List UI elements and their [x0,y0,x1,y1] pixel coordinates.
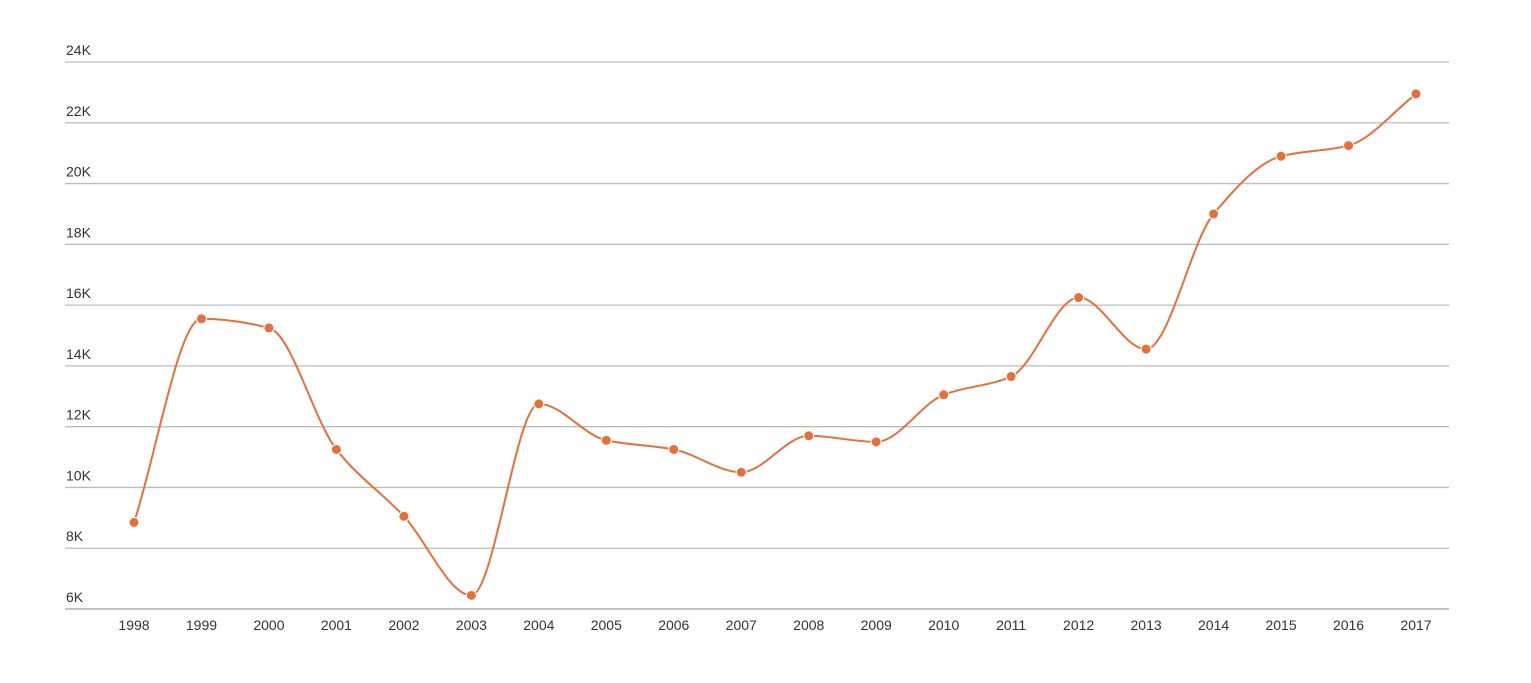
x-tick-label: 2014 [1198,617,1229,633]
data-point-2004[interactable] [533,398,545,410]
y-tick-label: 20K [66,164,92,180]
y-tick-label: 14K [66,346,92,362]
data-point-2017[interactable] [1410,88,1422,100]
data-point-2010[interactable] [938,389,950,401]
y-gridlines [65,61,1449,610]
x-tick-label: 2001 [321,617,352,633]
y-tick-label: 22K [66,103,92,119]
x-tick-label: 2011 [996,617,1026,633]
x-tick-label: 2017 [1400,617,1431,633]
data-point-1998[interactable] [128,516,140,528]
x-tick-label: 2016 [1333,617,1364,633]
data-point-2014[interactable] [1208,208,1220,220]
x-tick-label: 2012 [1063,617,1094,633]
y-tick-label: 8K [66,528,84,544]
data-point-2002[interactable] [398,510,410,522]
data-point-2000[interactable] [263,322,275,334]
y-tick-label: 6K [66,589,84,605]
data-point-2003[interactable] [465,589,477,601]
y-tick-label: 24K [66,42,92,58]
x-tick-label: 2007 [726,617,757,633]
series-line [133,93,1417,597]
x-tick-label: 2015 [1265,617,1296,633]
y-tick-label: 16K [66,285,92,301]
data-point-2007[interactable] [735,466,747,478]
x-tick-label: 2010 [928,617,959,633]
x-tick-label: 2009 [861,617,892,633]
x-tick-label: 2013 [1131,617,1162,633]
data-point-2008[interactable] [803,430,815,442]
y-tick-label: 18K [66,224,92,240]
data-point-2013[interactable] [1140,343,1152,355]
x-tick-label: 2006 [658,617,689,633]
series-line-group [133,93,1417,597]
data-point-2015[interactable] [1275,150,1287,162]
x-tick-label: 2005 [591,617,622,633]
data-point-2009[interactable] [870,436,882,448]
data-point-2006[interactable] [668,443,680,455]
data-point-1999[interactable] [195,313,207,325]
y-axis-tick-labels: 6K 8K 10K 12K 14K 16K 18K 20K 22K 24K [66,42,92,605]
data-point-2012[interactable] [1073,292,1085,304]
x-tick-label: 2000 [253,617,284,633]
data-point-2016[interactable] [1343,140,1355,152]
x-tick-label: 1999 [186,617,217,633]
x-axis-tick-labels: 1998 1999 2000 2001 2002 2003 2004 2005 2006 2007… [118,617,1431,633]
x-tick-label: 2008 [793,617,824,633]
data-point-2005[interactable] [600,434,612,446]
data-point-2001[interactable] [330,443,342,455]
x-tick-label: 2004 [523,617,554,633]
x-tick-label: 2002 [388,617,419,633]
x-tick-label: 2003 [456,617,487,633]
y-tick-label: 12K [66,407,92,423]
y-tick-label: 10K [66,467,92,483]
data-point-2011[interactable] [1005,371,1017,383]
x-tick-label: 1998 [118,617,149,633]
data-points [128,88,1422,601]
